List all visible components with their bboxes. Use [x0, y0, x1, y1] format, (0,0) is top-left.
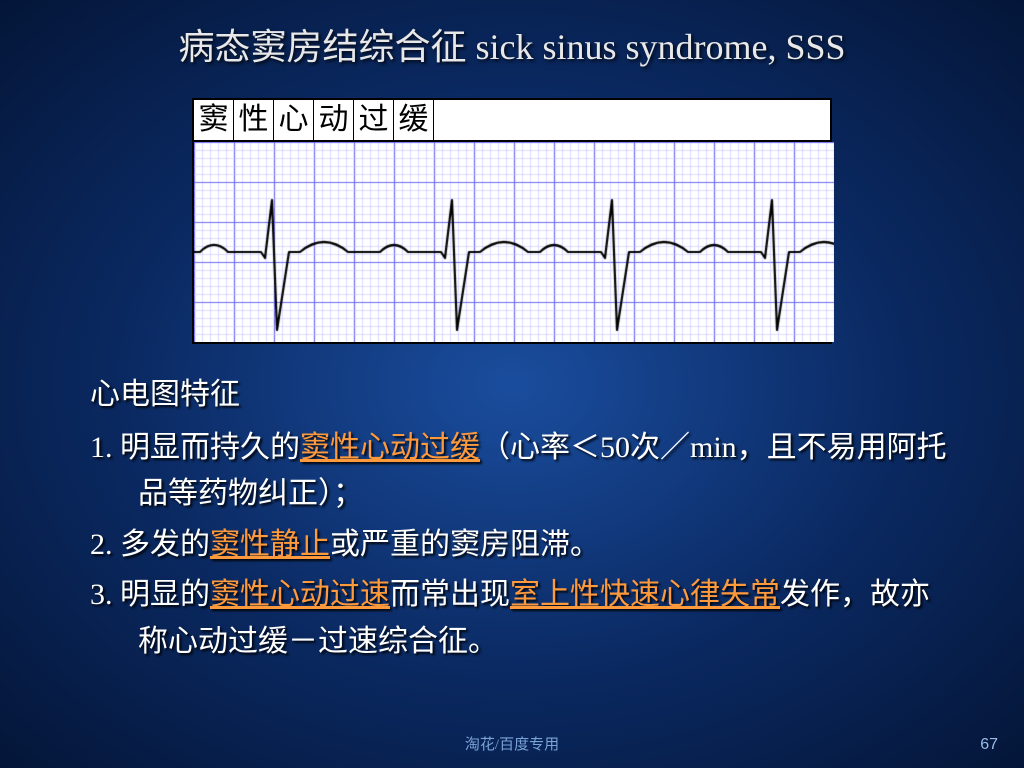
item-number: 3. [90, 578, 113, 611]
ecg-header-char: 动 [314, 100, 354, 140]
ecg-header-char: 性 [234, 100, 274, 140]
ecg-header-char: 窦 [194, 100, 234, 140]
linked-term[interactable]: 窦性静止 [210, 528, 330, 561]
item-text: 而常出现 [390, 578, 510, 611]
linked-term[interactable]: 室上性快速心律失常 [510, 578, 780, 611]
linked-term[interactable]: 窦性心动过速 [210, 578, 390, 611]
ecg-header-char: 过 [354, 100, 394, 140]
linked-term[interactable]: 窦性心动过缓 [300, 431, 480, 464]
item-text: 多发的 [113, 528, 211, 561]
list-item: 3. 明显的窦性心动过速而常出现室上性快速心律失常发作，故亦称心动过缓－过速综合… [90, 572, 954, 665]
list-item: 2. 多发的窦性静止或严重的窦房阻滞。 [90, 522, 954, 569]
subtitle: 心电图特征 [90, 372, 954, 419]
ecg-header: 窦性心动过缓 [194, 100, 830, 142]
ecg-figure: 窦性心动过缓 [192, 98, 832, 344]
ecg-header-char: 缓 [394, 100, 434, 140]
content-block: 心电图特征 1. 明显而持久的窦性心动过缓（心率＜50次／min，且不易用阿托品… [0, 344, 1024, 665]
ecg-header-char: 心 [274, 100, 314, 140]
item-text: 明显的 [113, 578, 211, 611]
page-number: 67 [980, 736, 998, 754]
ecg-waveform [194, 142, 834, 342]
footer-watermark: 淘花/百度专用 [0, 733, 1024, 754]
item-number: 2. [90, 528, 113, 561]
item-text: 明显而持久的 [113, 431, 301, 464]
page-title: 病态窦房结综合征 sick sinus syndrome, SSS [0, 0, 1024, 70]
item-number: 1. [90, 431, 113, 464]
list-item: 1. 明显而持久的窦性心动过缓（心率＜50次／min，且不易用阿托品等药物纠正）… [90, 425, 954, 518]
item-text: 或严重的窦房阻滞。 [330, 528, 600, 561]
